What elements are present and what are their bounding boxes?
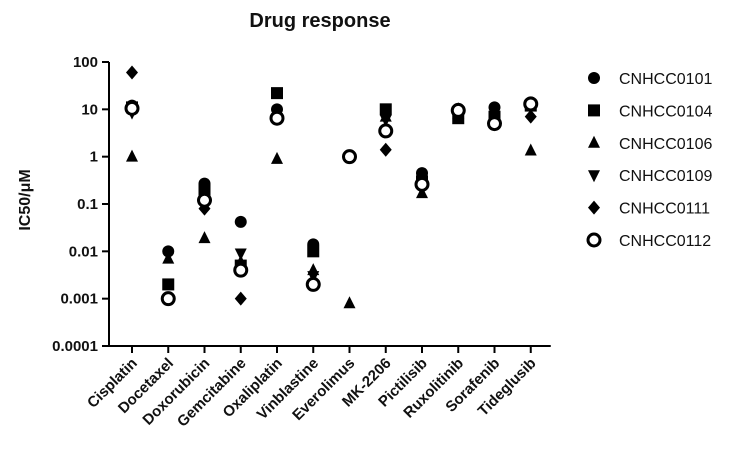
- y-tick-label: 0.0001: [52, 338, 98, 355]
- data-point: [269, 110, 285, 126]
- series-CNHCC0106: [126, 106, 537, 309]
- series-CNHCC0109: [126, 102, 537, 284]
- data-point: [487, 116, 502, 132]
- legend-label: CNHCC0106: [619, 136, 712, 153]
- legend-item: CNHCC0112: [586, 232, 711, 250]
- data-point: [162, 245, 175, 258]
- legend-label: CNHCC0111: [619, 201, 710, 218]
- data-point: [343, 296, 356, 309]
- legend-label: CNHCC0112: [619, 233, 711, 250]
- data-point: [234, 248, 247, 261]
- y-tick-label: 0.1: [77, 196, 98, 213]
- chart-title: Drug response: [249, 10, 390, 32]
- legend-label: CNHCC0101: [619, 71, 712, 88]
- legend-label: CNHCC0109: [619, 168, 712, 185]
- legend-item: CNHCC0106: [588, 135, 712, 153]
- legend-item: CNHCC0111: [588, 200, 710, 218]
- data-point: [126, 65, 138, 80]
- y-tick-label: 0.01: [69, 243, 98, 260]
- legend: CNHCC0101 CNHCC0104 CNHCC0106 CNHCC0109 CNHC…: [586, 71, 712, 250]
- data-point: [524, 109, 537, 124]
- plot-area: 0.00010.0010.010.1110100CisplatinDocetax…: [52, 54, 551, 430]
- series-CNHCC0101: [126, 96, 537, 258]
- legend-item: CNHCC0104: [588, 103, 712, 120]
- series-CNHCC0111: [126, 65, 537, 306]
- series-CNHCC0112: [124, 96, 539, 307]
- data-point: [271, 87, 283, 100]
- data-point: [198, 231, 211, 244]
- data-point: [162, 278, 175, 291]
- legend-item: CNHCC0101: [588, 71, 712, 88]
- legend-marker-diamond: [588, 200, 600, 215]
- y-tick-label: 0.001: [60, 291, 98, 308]
- data-point: [197, 192, 212, 208]
- legend-marker-square: [588, 104, 600, 117]
- legend-marker-circle-open: [586, 232, 602, 248]
- y-axis-label: IC50/μM: [17, 169, 34, 230]
- data-point: [234, 215, 247, 228]
- legend-marker-triangle-down: [588, 170, 600, 183]
- data-point: [126, 149, 138, 162]
- legend-marker-circle: [588, 72, 600, 84]
- data-point: [379, 103, 392, 116]
- data-point: [523, 96, 539, 112]
- data-point: [379, 142, 392, 157]
- y-tick-label: 100: [73, 54, 98, 71]
- data-point: [160, 291, 176, 307]
- y-tick-label: 1: [90, 149, 98, 166]
- data-point: [198, 183, 211, 196]
- data-point: [162, 251, 175, 264]
- data-point: [271, 151, 283, 164]
- series-CNHCC0104: [126, 87, 537, 291]
- legend-marker-triangle-up: [588, 135, 600, 148]
- data-point: [307, 245, 320, 258]
- data-point: [305, 276, 321, 292]
- data-point: [342, 149, 357, 165]
- legend-label: CNHCC0104: [619, 103, 712, 120]
- legend-item: CNHCC0109: [588, 168, 712, 185]
- data-point: [124, 100, 140, 116]
- data-point: [233, 262, 249, 278]
- data-point: [378, 123, 394, 139]
- data-point: [414, 176, 430, 192]
- data-point: [488, 101, 501, 114]
- data-point: [450, 102, 466, 118]
- data-point: [524, 143, 537, 156]
- data-point: [234, 291, 247, 306]
- y-tick-label: 10: [81, 101, 98, 118]
- data-point: [379, 114, 392, 127]
